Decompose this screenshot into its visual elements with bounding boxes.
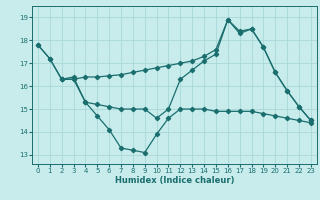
- X-axis label: Humidex (Indice chaleur): Humidex (Indice chaleur): [115, 176, 234, 185]
